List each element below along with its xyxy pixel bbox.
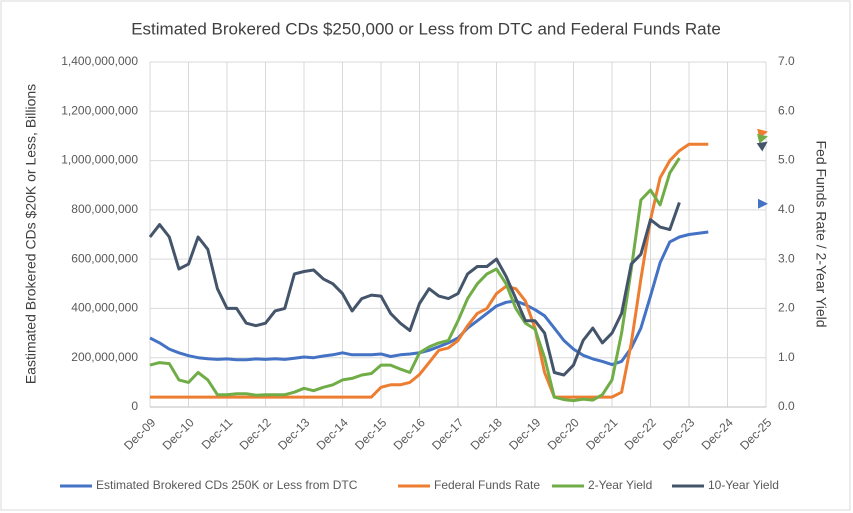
y2-axis-title: Fed Funds Rate / 2-Year Yield [813,140,829,327]
legend-label: Estimated Brokered CDs 250K or Less from… [96,478,358,492]
series-line [150,142,709,399]
y-tick-label: 0 [131,399,138,413]
series-line [148,201,681,377]
y2-tick-label: 1.0 [778,350,795,364]
y2-tick-label: 4.0 [778,202,795,216]
y-tick-label: 200,000,000 [71,350,138,364]
legend-label: Federal Funds Rate [434,478,540,492]
y-tick-label: 800,000,000 [71,202,138,216]
legend-label: 2-Year Yield [588,478,652,492]
y2-tick-label: 6.0 [778,103,795,117]
y-tick-label: 600,000,000 [71,251,138,265]
y2-tick-label: 3.0 [778,251,795,265]
legend-label: 10-Year Yield [708,478,779,492]
y2-tick-label: 2.0 [778,301,795,315]
y2-tick-label: 5.0 [778,153,795,167]
y-tick-label: 1,400,000,000 [61,54,138,68]
y-tick-label: 400,000,000 [71,301,138,315]
chart-title: Estimated Brokered CDs $250,000 or Less … [131,19,721,38]
y2-tick-label: 0.0 [778,399,795,413]
y-axis-title: Eastimated Brokered CDs $20K or Less, Bi… [23,84,39,384]
y2-tick-label: 7.0 [778,54,795,68]
series-line [149,157,681,403]
y-tick-label: 1,200,000,000 [61,103,138,117]
y-tick-label: 1,000,000,000 [61,153,138,167]
